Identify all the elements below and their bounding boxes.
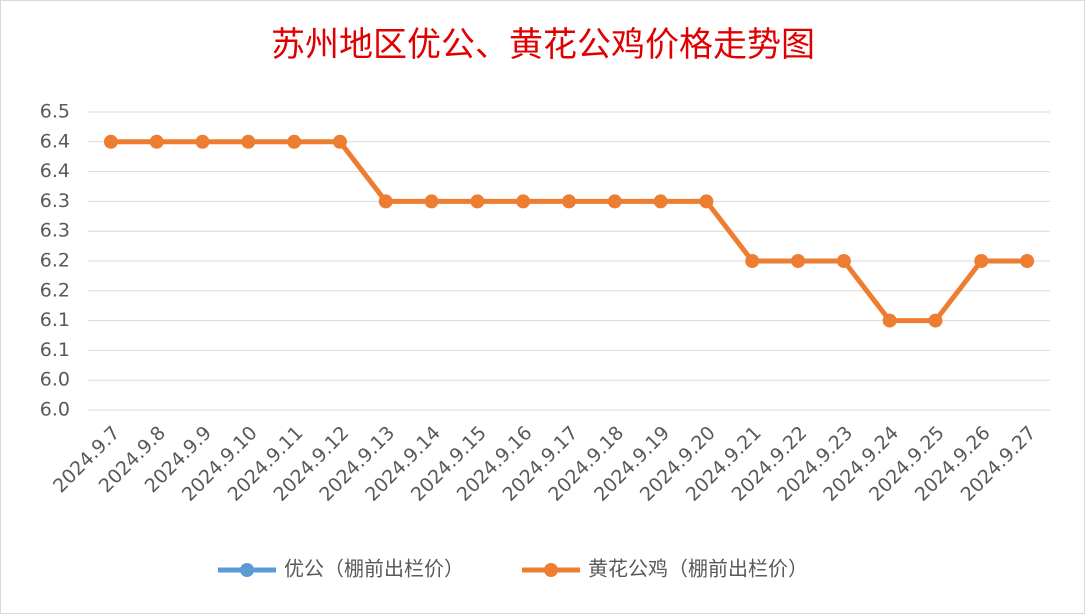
data-point <box>653 194 668 209</box>
y-tick-label: 6.2 <box>40 250 70 272</box>
y-tick-label: 6.4 <box>40 130 70 152</box>
data-point <box>699 194 714 209</box>
data-point <box>378 194 393 209</box>
y-tick-label: 6.1 <box>40 309 70 331</box>
legend-marker <box>240 563 254 577</box>
data-point <box>149 134 164 149</box>
data-point <box>882 313 897 328</box>
y-tick-label: 6.1 <box>40 339 70 361</box>
data-point <box>974 254 989 268</box>
legend-label: 优公（棚前出栏价） <box>284 557 464 581</box>
data-point <box>424 194 439 209</box>
data-point <box>470 194 485 209</box>
y-tick-label: 6.0 <box>40 399 70 421</box>
y-tick-label: 6.3 <box>40 220 70 242</box>
data-point <box>287 134 302 149</box>
y-tick-label: 6.4 <box>40 160 70 182</box>
y-tick-label: 6.0 <box>40 369 70 391</box>
data-point <box>607 194 622 209</box>
y-tick-label: 6.2 <box>40 279 70 301</box>
data-point <box>1020 254 1035 268</box>
data-point <box>332 134 347 149</box>
data-point <box>745 254 760 268</box>
chart-title: 苏州地区优公、黄花公鸡价格走势图 <box>271 25 815 65</box>
y-tick-label: 6.3 <box>40 190 70 212</box>
data-point <box>562 194 576 209</box>
legend-marker <box>544 563 558 577</box>
data-point <box>928 313 943 328</box>
data-point <box>516 194 531 209</box>
data-point <box>836 254 851 268</box>
legend-label: 黄花公鸡（棚前出栏价） <box>588 557 808 581</box>
data-point <box>241 134 256 149</box>
data-point <box>195 134 210 149</box>
data-point <box>103 134 118 149</box>
data-point <box>791 254 806 268</box>
y-tick-label: 6.5 <box>40 101 70 123</box>
